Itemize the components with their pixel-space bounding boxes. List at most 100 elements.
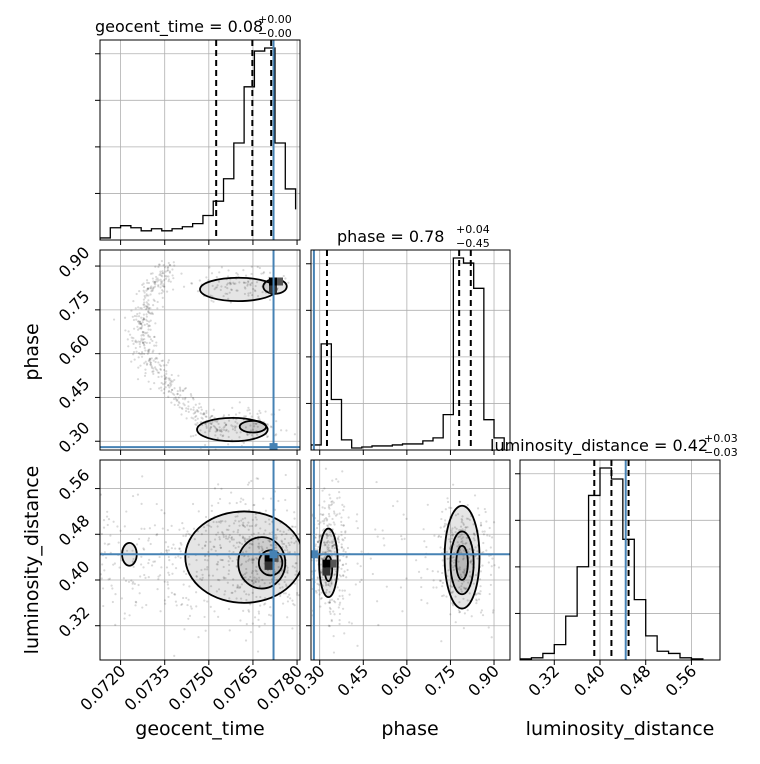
panel-luminosity_distance_vs_geocent_time-sample — [250, 524, 254, 528]
panel-phase_vs_geocent_time-sample — [144, 349, 147, 352]
panel-phase_vs_geocent_time-sample — [227, 430, 230, 433]
ytick-label-luminosity_distance-1: 0.40 — [55, 557, 94, 596]
panel-luminosity_distance_vs_geocent_time-sample — [285, 509, 289, 512]
panel-luminosity_distance_vs_phase-sample — [323, 519, 326, 523]
panel-phase_vs_geocent_time-sample — [160, 281, 163, 285]
panel-luminosity_distance_vs_phase-sample — [438, 579, 442, 582]
panel-luminosity_distance_vs_geocent_time-sample — [245, 593, 248, 596]
panel-luminosity_distance_vs_geocent_time-sample — [167, 571, 170, 574]
panel-luminosity_distance_vs_geocent_time-sample — [173, 593, 176, 596]
panel-luminosity_distance_vs_geocent_time-sample — [188, 563, 191, 566]
panel-phase_vs_geocent_time-sample — [180, 406, 183, 410]
panel-phase_vs_geocent_time-sample — [167, 359, 170, 362]
panel-luminosity_distance_vs_phase-sample — [330, 500, 333, 504]
panel-luminosity_distance_vs_phase-sample — [317, 539, 321, 542]
panel-phase_vs_geocent_time-sample — [266, 422, 269, 426]
panel-luminosity_distance_vs_phase-sample — [426, 503, 429, 506]
panel-phase_vs_geocent_time-sample — [248, 408, 251, 411]
panel-phase_vs_geocent_time-sample — [132, 351, 136, 354]
panel-phase_vs_geocent_time-sample — [210, 422, 213, 425]
panel-luminosity_distance_vs_geocent_time-sample — [242, 524, 245, 528]
panel-phase_vs_geocent_time-sample — [132, 327, 136, 330]
panel-phase_vs_geocent_time-sample — [144, 296, 147, 299]
panel-phase_vs_geocent_time-sample — [205, 276, 208, 279]
panel-luminosity_distance_vs_geocent_time-sample — [279, 560, 282, 563]
panel-phase_vs_geocent_time-density-1 — [200, 277, 277, 302]
panel-phase_vs_geocent_time-sample — [212, 424, 215, 428]
panel-luminosity_distance_vs_geocent_time-sample — [123, 617, 126, 620]
panel-luminosity_distance_vs_geocent_time-sample — [263, 597, 267, 600]
panel-luminosity_distance_vs_phase-sample — [323, 527, 326, 531]
panel-phase_vs_geocent_time-sample — [174, 396, 177, 399]
panel-luminosity_distance_vs_geocent_time-sample — [276, 528, 279, 531]
panel-luminosity_distance_vs_phase-sample — [319, 605, 322, 608]
panel-luminosity_distance_vs_geocent_time-sample — [215, 590, 218, 593]
panel-phase_vs_geocent_time-sample — [146, 288, 149, 291]
panel-luminosity_distance_vs_phase-sample — [330, 582, 333, 585]
panel-luminosity_distance_vs_geocent_time-truth-marker — [269, 550, 278, 559]
panel-phase_vs_geocent_time-sample — [145, 318, 148, 321]
panel-luminosity_distance_vs_geocent_time-sample — [232, 538, 235, 541]
panel-luminosity_distance_vs_geocent_time-sample — [135, 601, 138, 604]
panel-luminosity_distance_vs_geocent_time-sample — [257, 610, 260, 613]
panel-phase_vs_geocent_time-sample — [220, 430, 223, 433]
panel-luminosity_distance_vs_phase-sample — [317, 589, 320, 592]
panel-luminosity_distance_vs_geocent_time-sample — [227, 536, 231, 539]
panel-luminosity_distance_vs_geocent_time-sample — [210, 525, 213, 529]
panel-phase_vs_geocent_time-sample — [222, 426, 225, 429]
panel-phase_vs_geocent_time-sample — [164, 380, 167, 383]
panel-luminosity_distance_vs_geocent_time-sample — [203, 568, 207, 571]
panel-phase_vs_geocent_time-sample — [147, 324, 150, 327]
panel-luminosity_distance_vs_geocent_time-sample — [286, 571, 289, 575]
panel-phase_vs_geocent_time-sample — [182, 285, 186, 288]
panel-phase_vs_geocent_time-sample — [266, 424, 269, 427]
panel-phase_vs_geocent_time-sample — [154, 368, 158, 371]
panel-luminosity_distance_vs_phase-sample — [497, 566, 501, 569]
panel-luminosity_distance_vs_geocent_time-sample — [222, 577, 226, 580]
panel-luminosity_distance_vs_geocent_time-sample — [231, 584, 235, 587]
panel-luminosity_distance_vs_phase-sample — [478, 578, 482, 581]
panel-phase_vs_geocent_time-sample — [200, 416, 203, 419]
panel-luminosity_distance_vs_phase-sample — [342, 548, 345, 551]
panel-phase_vs_geocent_time-sample — [169, 384, 172, 387]
panel-luminosity_distance_vs_geocent_time-sample — [108, 577, 111, 580]
panel-phase_vs_geocent_time-sample — [224, 424, 228, 427]
panel-phase_vs_geocent_time-sample — [157, 265, 160, 269]
panel-luminosity_distance_vs_phase-sample — [479, 521, 483, 524]
panel-luminosity_distance_vs_phase-sample — [444, 519, 447, 522]
panel-phase_vs_geocent_time-sample — [135, 318, 138, 321]
panel-luminosity_distance_vs_geocent_time-sample — [221, 530, 224, 534]
panel-luminosity_distance_vs_phase-sample — [475, 599, 478, 602]
panel-phase_vs_geocent_time-sample — [216, 437, 219, 440]
panel-phase_vs_geocent_time-sample — [178, 386, 182, 389]
panel-luminosity_distance_vs_phase-sample — [328, 601, 331, 604]
panel-luminosity_distance_vs_phase-sample — [456, 452, 458, 454]
panel-phase_vs_geocent_time-sample — [216, 284, 219, 287]
panel-luminosity_distance_vs_phase-sample — [450, 534, 453, 537]
panel-phase_vs_geocent_time-sample — [150, 312, 153, 315]
xlabel-phase: phase — [381, 718, 438, 740]
panel-phase_vs_geocent_time-sample — [228, 291, 231, 294]
panel-luminosity_distance_vs_geocent_time-sample — [163, 580, 166, 583]
panel-luminosity_distance_vs_phase-sample — [456, 541, 459, 544]
panel-luminosity_distance_vs_geocent_time-sample — [228, 597, 231, 600]
panel-phase_vs_geocent_time-sample — [132, 342, 135, 345]
panel-luminosity_distance_vs_phase-sample — [469, 560, 472, 563]
panel-phase_vs_geocent_time-sample — [183, 404, 186, 407]
panel-phase_vs_geocent_time-sample — [138, 327, 141, 330]
panel-luminosity_distance_vs_phase-sample — [451, 603, 454, 606]
panel-luminosity_distance_vs_geocent_time-sample — [239, 597, 243, 600]
hist-geocent_time-steps — [100, 47, 297, 240]
panel-phase_vs_geocent_time-sample — [170, 379, 173, 382]
panel-luminosity_distance_vs_phase-sample — [448, 538, 451, 541]
title-phase-main: phase = 0.78 — [337, 227, 444, 246]
panel-phase_vs_geocent_time-sample — [201, 412, 204, 416]
panel-phase_vs_geocent_time-sample — [252, 287, 255, 291]
panel-luminosity_distance_vs_geocent_time-sample — [178, 547, 181, 551]
panel-phase_vs_geocent_time-sample — [144, 332, 147, 335]
panel-luminosity_distance_vs_geocent_time-sample — [171, 563, 174, 566]
panel-luminosity_distance_vs_geocent_time-sample — [269, 543, 272, 547]
panel-luminosity_distance_vs_geocent_time-sample — [167, 545, 170, 548]
panel-phase_vs_geocent_time-sample — [156, 277, 159, 280]
panel-phase_vs_geocent_time-sample — [184, 386, 187, 390]
